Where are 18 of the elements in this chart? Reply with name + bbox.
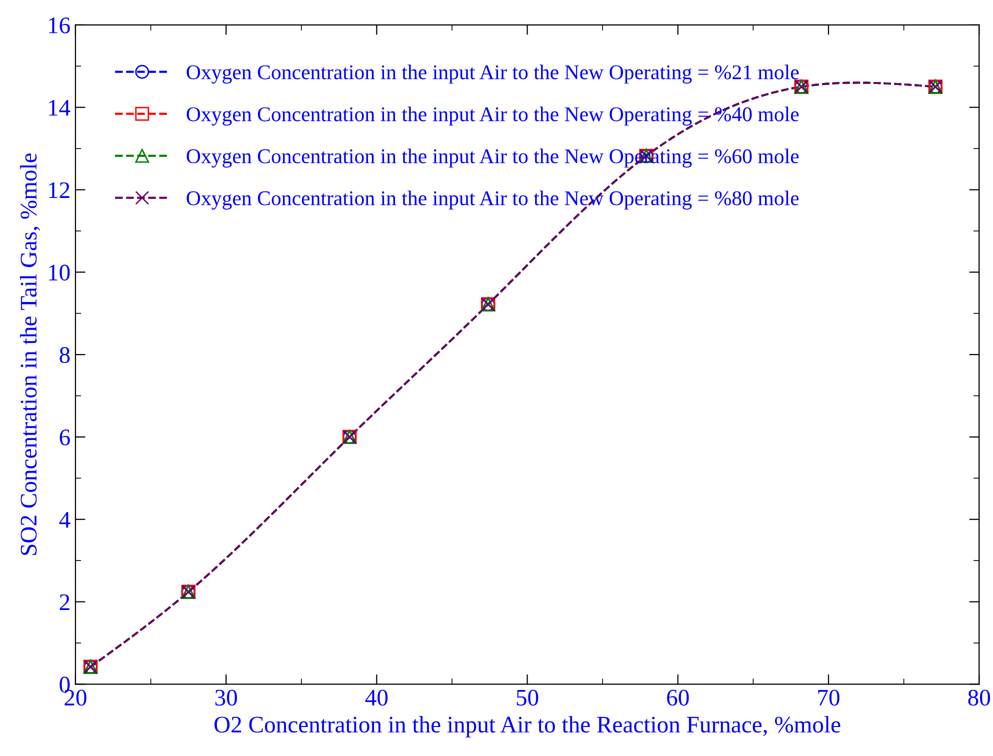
x-tick-label: 70 — [818, 690, 840, 706]
x-tick-label: 60 — [667, 690, 689, 706]
y-tick-label: 2 — [60, 594, 70, 610]
y-tick-label: 4 — [59, 512, 70, 528]
x-tick-label: 40 — [365, 690, 388, 706]
legend-label: Oxygen Concentration in the input Air to the New Operating = %40 mole — [186, 106, 799, 126]
y-tick-label: 12 — [49, 182, 70, 198]
y-tick-label: 16 — [49, 18, 70, 34]
x-tick-label: 80 — [968, 690, 990, 706]
y-tick-label: 8 — [60, 347, 70, 363]
x-tick-label: 30 — [215, 690, 237, 706]
x-tick-label: 50 — [516, 690, 538, 706]
y-axis-title: SO2 Concentration in the Tail Gas, %mole — [20, 153, 40, 555]
y-tick-label: 10 — [49, 264, 70, 281]
y-tick-label: 6 — [60, 430, 70, 446]
x-axis-title: O2 Concentration in the input Air to the Reaction Furnace, %mole — [214, 716, 840, 738]
y-tick-label: 14 — [49, 100, 70, 116]
legend-label: Oxygen Concentration in the input Air to the New Operating = %21 mole — [186, 64, 799, 84]
